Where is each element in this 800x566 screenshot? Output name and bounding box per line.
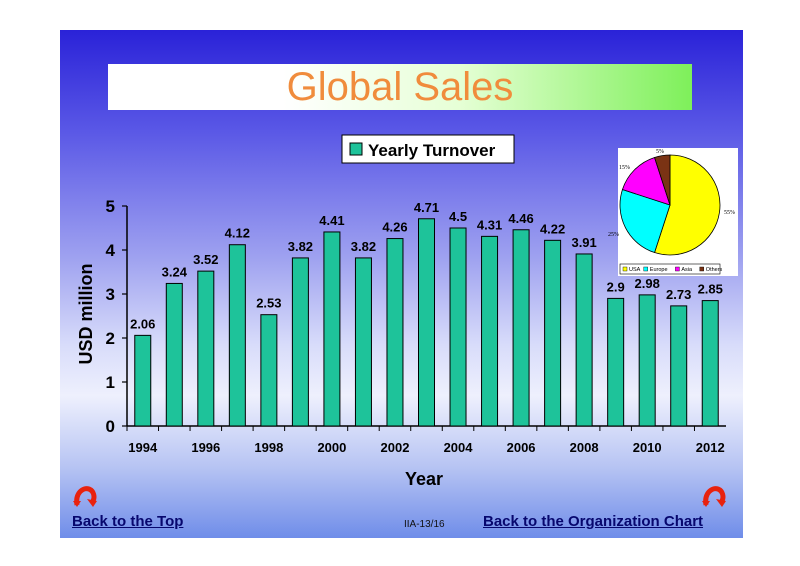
y-tick-label: 3 bbox=[106, 285, 115, 304]
bar bbox=[670, 305, 688, 427]
x-axis-title: Year bbox=[405, 469, 443, 489]
x-tick-label: 2012 bbox=[696, 440, 725, 455]
pie-legend-swatch bbox=[675, 266, 680, 272]
x-tick-label: 2010 bbox=[633, 440, 662, 455]
data-label: 2.98 bbox=[635, 276, 660, 291]
bar bbox=[481, 235, 499, 427]
bar bbox=[544, 239, 562, 427]
pie-legend-label: USA bbox=[629, 267, 641, 273]
bar bbox=[638, 294, 656, 427]
bar bbox=[418, 218, 435, 427]
bar bbox=[575, 253, 593, 427]
pie-legend-label: Asia bbox=[681, 267, 693, 273]
bar bbox=[228, 244, 246, 427]
pie-slice-label: 15% bbox=[619, 165, 630, 171]
data-label: 3.24 bbox=[162, 264, 188, 279]
pie-legend-label: Europe bbox=[650, 267, 668, 273]
data-label: 3.82 bbox=[351, 239, 376, 254]
data-label: 2.85 bbox=[698, 282, 723, 297]
data-label: 2.9 bbox=[607, 279, 625, 294]
x-tick-label: 2000 bbox=[317, 440, 346, 455]
data-label: 2.06 bbox=[130, 316, 155, 331]
data-label: 3.82 bbox=[288, 239, 313, 254]
x-tick-label: 1998 bbox=[254, 440, 283, 455]
pie-slice bbox=[654, 154, 721, 256]
bar bbox=[134, 334, 152, 427]
bar bbox=[323, 231, 341, 427]
pie-slice bbox=[654, 154, 671, 206]
data-label: 3.91 bbox=[571, 235, 596, 250]
x-tick-label: 2002 bbox=[381, 440, 410, 455]
curved-arrow-icon[interactable] bbox=[71, 485, 101, 509]
bar bbox=[386, 238, 404, 427]
data-label: 4.26 bbox=[382, 220, 407, 235]
y-tick-label: 5 bbox=[106, 197, 115, 216]
pie-slice-label: 25% bbox=[608, 232, 619, 238]
slide-number: IIA-13/16 bbox=[404, 519, 445, 530]
bar bbox=[165, 282, 183, 427]
data-label: 4.71 bbox=[414, 200, 439, 215]
y-tick-label: 1 bbox=[106, 373, 115, 392]
data-label: 4.41 bbox=[319, 213, 344, 228]
y-tick-label: 4 bbox=[106, 241, 116, 260]
legend-label: Yearly Turnover bbox=[368, 141, 496, 160]
data-label: 4.31 bbox=[477, 217, 502, 232]
bar bbox=[607, 297, 625, 427]
data-label: 4.12 bbox=[225, 226, 250, 241]
pie-legend-label: Others bbox=[706, 267, 723, 273]
x-tick-label: 1994 bbox=[128, 440, 158, 455]
bar bbox=[197, 270, 215, 427]
legend-swatch bbox=[349, 142, 363, 156]
data-label: 4.5 bbox=[449, 209, 467, 224]
pie-slice bbox=[619, 189, 671, 254]
bar bbox=[512, 229, 530, 427]
data-label: 4.22 bbox=[540, 221, 565, 236]
bar bbox=[701, 300, 719, 427]
data-label: 2.53 bbox=[256, 296, 281, 311]
data-label: 4.46 bbox=[508, 211, 533, 226]
y-tick-label: 2 bbox=[106, 329, 115, 348]
y-axis-title: USD million bbox=[76, 263, 96, 364]
data-label: 2.73 bbox=[666, 287, 691, 302]
bar bbox=[291, 257, 309, 427]
bar bbox=[354, 257, 372, 427]
page-title: Global Sales bbox=[286, 65, 514, 109]
back-to-org-chart-link[interactable]: Back to the Organization Chart bbox=[483, 513, 704, 530]
title-banner: Global Sales bbox=[108, 64, 692, 110]
legend-box bbox=[341, 134, 515, 164]
y-tick-label: 0 bbox=[106, 417, 115, 436]
bar bbox=[449, 227, 467, 427]
curved-arrow-icon[interactable] bbox=[700, 485, 730, 509]
pie-legend-box bbox=[619, 263, 721, 275]
x-tick-label: 2004 bbox=[444, 440, 474, 455]
x-tick-label: 1996 bbox=[191, 440, 220, 455]
x-tick-label: 2008 bbox=[570, 440, 599, 455]
pie-legend-swatch bbox=[643, 266, 648, 272]
data-label: 3.52 bbox=[193, 252, 218, 267]
pie-legend-swatch bbox=[699, 266, 704, 272]
bar bbox=[260, 314, 278, 427]
x-tick-label: 2006 bbox=[507, 440, 536, 455]
pie-slice-label: 55% bbox=[724, 210, 735, 216]
back-to-top-link[interactable]: Back to the Top bbox=[72, 513, 184, 530]
pie-slice-label: 5% bbox=[656, 149, 664, 155]
pie-legend-swatch bbox=[622, 266, 628, 272]
